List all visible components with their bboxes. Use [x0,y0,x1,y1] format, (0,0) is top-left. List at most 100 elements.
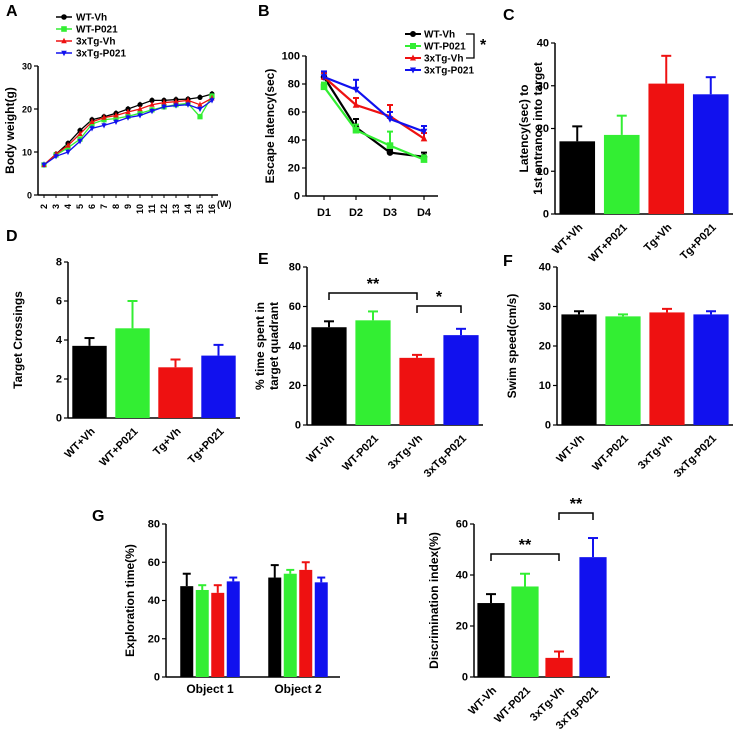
bar [314,582,328,677]
x-tick-label: 3xTg-P021 [422,433,469,480]
bar [355,320,391,425]
y-tick-label: 4 [56,335,63,347]
significance-label: ** [519,537,532,554]
x-tick-label: Tg+Vh [642,221,675,254]
y-tick-label: 20 [288,163,300,175]
panel-label-c: C [503,7,515,24]
data-point [101,114,107,120]
significance-label: ** [570,496,583,513]
data-point [61,50,67,57]
legend-label: WT-P021 [76,25,118,36]
x-tick-label: 3 [51,204,61,209]
bar [693,314,729,425]
data-point [149,97,155,103]
bar [311,327,347,425]
panel-label-f: F [503,253,513,270]
y-tick-label: 30 [537,80,549,92]
y-tick-label: 20 [456,621,468,633]
y-tick-label: 0 [543,209,549,221]
x-tick-label: 4 [63,204,73,209]
bar [399,357,435,425]
bar [72,345,107,418]
y-tick-label: 20 [148,633,160,645]
x-tick-label: 2 [39,204,49,209]
bar [603,134,640,214]
x-tick-label: D3 [383,207,397,219]
bar [545,657,573,677]
bar [443,335,479,425]
series-line [323,75,425,133]
x-tick-label: Object 1 [186,682,234,696]
data-point [137,113,143,119]
bar [477,603,505,677]
data-point [137,105,143,112]
bar [226,581,240,677]
y-tick-label: 0 [294,191,300,203]
bar [579,557,607,677]
data-point [113,119,119,125]
y-axis-label: Discrimination index(%) [427,532,441,669]
y-tick-label: 40 [539,262,551,274]
legend-label: WT-Vh [424,30,455,41]
legend-label: 3xTg-Vh [76,37,115,48]
x-tick-label: WT+P021 [587,222,630,265]
data-point [197,114,203,120]
x-tick-label: 3xTg-P021 [672,433,719,480]
x-tick-label: Object 2 [274,682,322,696]
y-tick-label: 10 [22,148,32,158]
y-tick-label: 0 [56,413,62,425]
y-axis-label-line1: Latency(sec) to [517,84,531,172]
chart-time-target-quadrant: 0 20 40 60 80 % time spent in target quadrant W… [253,262,483,480]
data-point [125,108,131,115]
data-point [386,116,394,123]
x-tick-label: 5 [75,204,85,209]
y-tick-label: 0 [462,672,468,684]
x-tick-label: D2 [349,207,363,219]
y-tick-label: 40 [456,570,468,582]
data-point [61,26,67,32]
x-tick-label: D1 [317,207,331,219]
data-point [125,115,131,121]
y-tick-label: 100 [282,51,300,63]
x-tick-label: D4 [417,207,432,219]
data-point [410,67,416,74]
y-axis-label: Body weight(g) [3,87,17,174]
data-point [89,121,95,127]
panel-label-a: A [6,3,18,20]
data-point [185,97,191,103]
y-tick-label: 60 [148,557,160,569]
data-point [185,102,191,108]
y-axis-label-line2: 1st entrance into target [531,62,545,195]
data-point [161,104,167,110]
data-point [65,145,71,151]
bar [299,569,313,677]
y-axis-label: Exploration time(%) [123,544,137,657]
bar [649,312,685,425]
y-tick-label: 40 [148,595,160,607]
y-tick-label: 0 [545,420,551,432]
significance-bracket [416,305,462,313]
data-point [149,109,155,115]
panel-label-h: H [396,511,408,528]
bar [180,586,194,677]
data-point [101,117,107,123]
data-point [89,118,95,124]
significance-bracket [490,553,560,561]
y-axis-label-line1: % time spent in [253,302,267,390]
data-point [113,115,119,122]
y-tick-label: 80 [288,79,300,91]
panel-label-g: G [92,508,104,525]
x-tick-label: WT-Vh [304,432,337,465]
significance-bracket [328,292,418,300]
data-point [77,139,83,145]
x-tick-label: 8 [111,204,121,209]
legend-label: WT-Vh [76,13,107,24]
x-tick-label: 3xTg-Vh [636,432,675,471]
y-tick-label: 40 [288,135,300,147]
y-tick-label: 0 [27,191,32,201]
x-tick-label: 12 [159,204,169,214]
bar [268,577,282,677]
x-tick-label: Tg+P021 [678,222,719,263]
x-axis-unit: (W) [217,199,232,209]
